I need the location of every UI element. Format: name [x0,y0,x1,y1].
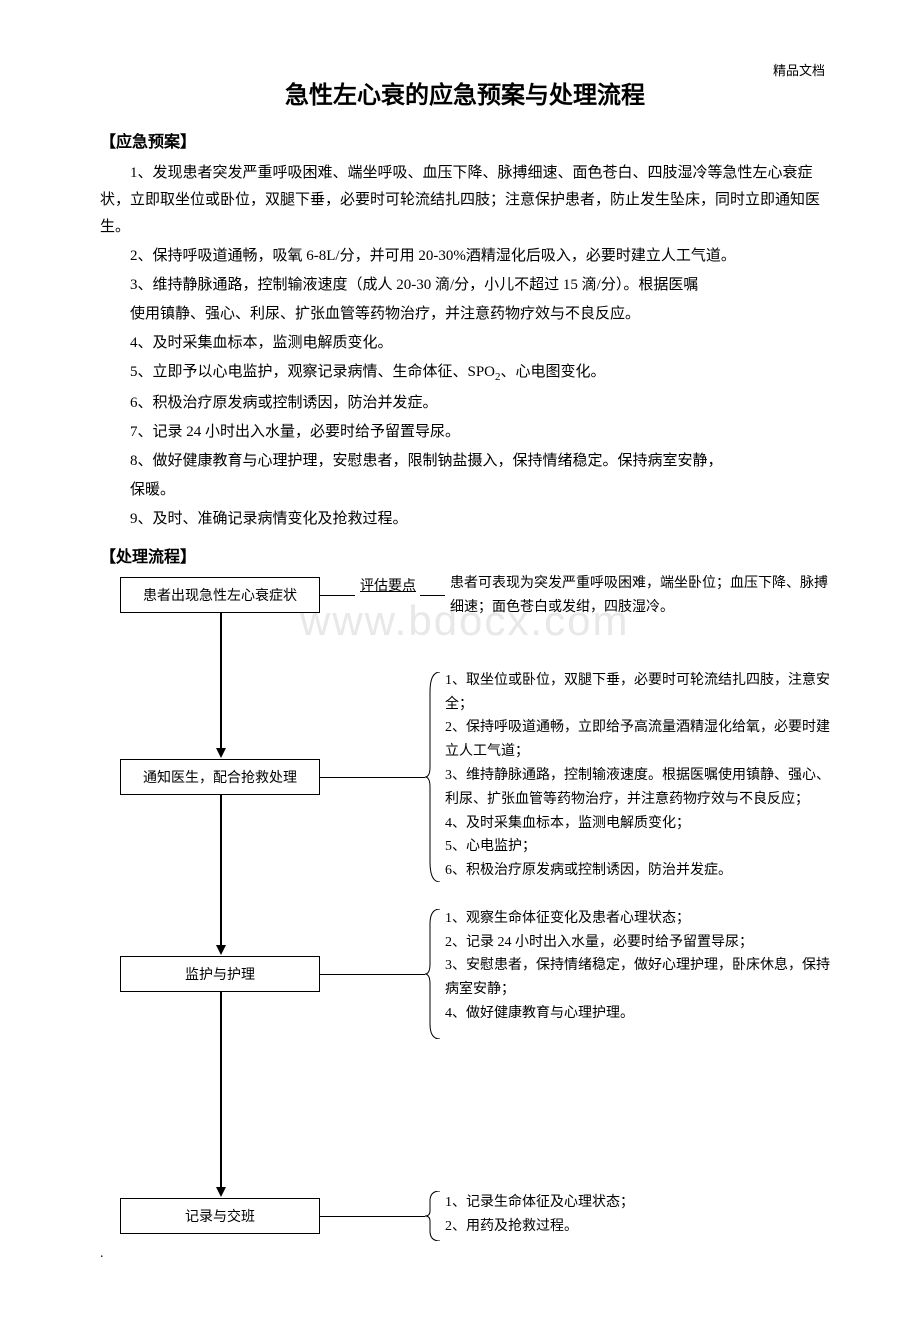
arrow-line [220,992,222,1187]
arrow-line [220,613,222,748]
section-plan-header: 【应急预案】 [100,128,830,152]
brace-icon [425,1191,445,1241]
flow-text-monitor: 1、观察生命体征变化及患者心理状态； 2、记录 24 小时出入水量，必要时给予留… [445,907,830,1026]
connector-line [320,974,425,975]
plan-item-7: 7、记录 24 小时出入水量，必要时给予留置导尿。 [100,419,830,446]
connector-line [320,1216,425,1217]
page-title: 急性左心衰的应急预案与处理流程 [100,75,830,110]
arrow-line [220,795,222,945]
flowchart: www.bdocx.com 患者出现急性左心衰症状 评估要点 患者可表现为突发严… [100,577,830,1297]
section-flow-header: 【处理流程】 [100,543,830,567]
brace-icon [425,672,445,882]
plan-item-8: 8、做好健康教育与心理护理，安慰患者，限制钠盐摄入，保持情绪稳定。保持病室安静， [100,448,830,475]
plan-item-6: 6、积极治疗原发病或控制诱因，防治并发症。 [100,390,830,417]
flow-text-assess: 患者可表现为突发严重呼吸困难，端坐卧位；血压下降、脉搏细速；面色苍白或发绀，四肢… [450,572,830,620]
plan-item-2: 2、保持呼吸道通畅，吸氧 6-8L/分，并可用 20-30%酒精湿化后吸入，必要… [100,243,830,270]
flow-text-treatment: 1、取坐位或卧位，双腿下垂，必要时可轮流结扎四肢，注意安全； 2、保持呼吸道通畅… [445,669,830,883]
plan-item-1: 1、发现患者突发严重呼吸困难、端坐呼吸、血压下降、脉搏细速、面色苍白、四肢湿冷等… [100,160,830,241]
plan-item-8b: 保暖。 [100,477,830,504]
flow-box-notify: 通知医生，配合抢救处理 [120,759,320,795]
connector-line [420,595,445,596]
flow-box-record: 记录与交班 [120,1198,320,1234]
plan-item-5a: 5、立即予以心电监护，观察记录病情、生命体征、SPO [130,364,495,380]
footer-dot: . [100,1246,104,1262]
header-label: 精品文档 [773,60,825,79]
connector-line [320,777,425,778]
flow-box-symptoms: 患者出现急性左心衰症状 [120,577,320,613]
arrow-head-icon [216,748,226,758]
flow-box-monitor: 监护与护理 [120,956,320,992]
plan-item-5: 5、立即予以心电监护，观察记录病情、生命体征、SPO2、心电图变化。 [100,359,830,388]
flow-label-assess: 评估要点 [360,575,416,595]
brace-icon [425,909,445,1039]
arrow-head-icon [216,1187,226,1197]
connector-line [320,595,355,596]
plan-item-9: 9、及时、准确记录病情变化及抢救过程。 [100,506,830,533]
plan-item-5b: 、心电图变化。 [501,364,606,380]
plan-item-3b: 使用镇静、强心、利尿、扩张血管等药物治疗，并注意药物疗效与不良反应。 [100,301,830,328]
flow-text-record: 1、记录生命体征及心理状态； 2、用药及抢救过程。 [445,1191,830,1239]
arrow-head-icon [216,945,226,955]
plan-item-3: 3、维持静脉通路，控制输液速度（成人 20-30 滴/分，小儿不超过 15 滴/… [100,272,830,299]
plan-item-4: 4、及时采集血标本，监测电解质变化。 [100,330,830,357]
